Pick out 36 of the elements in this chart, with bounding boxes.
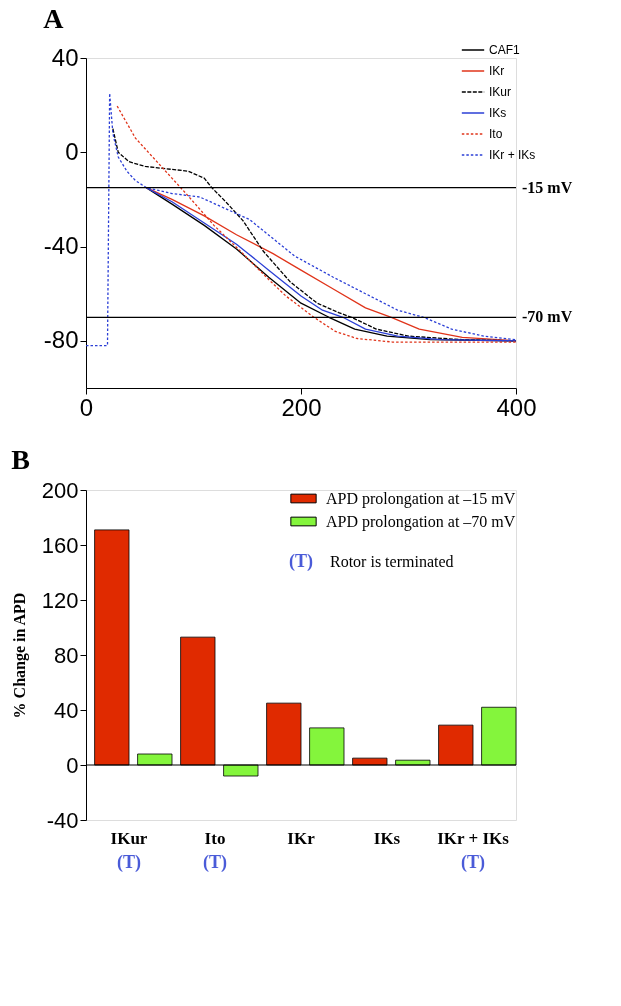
y-tick-label: 40 [54,697,79,723]
y-tick-label: 0 [65,137,79,165]
text: (T) [203,852,227,873]
y-tick-label: 80 [54,642,79,668]
legend-label: IKr [489,64,505,78]
legend-label: APD prolongation at –15 mV [326,489,516,508]
legend-label: IKs [489,106,507,120]
legend-label: APD prolongation at –70 mV [326,512,516,531]
legend-label: IKr + IKs [489,148,536,162]
chart-title: A [43,3,65,34]
y-axis-title: % Change in APD [10,592,29,719]
y-tick-label: 40 [51,43,79,71]
ref-line-label: -15 mV [522,178,573,196]
y-tick-label: 200 [41,477,79,503]
x-tick-label: IKur [110,828,148,848]
y-tick-label: 120 [41,587,79,613]
annotation: Rotor is terminated [330,553,454,570]
annotation: (T) [289,551,313,572]
ref-line-label: -70 mV [522,308,573,326]
y-tick-label: -40 [46,807,79,833]
x-tick-label: 400 [496,393,537,421]
x-tick-label: Ito [204,828,226,848]
text: (T) [117,852,141,873]
y-tick-label: 0 [66,752,79,778]
legend-label: Ito [489,127,503,141]
y-tick-label: -40 [43,232,79,260]
x-tick-label: IKs [373,828,401,848]
legend-label: IKur [489,85,512,99]
x-tick-label: 200 [281,393,322,421]
x-tick-label: IKr + IKs [437,828,510,848]
chart-title: B [11,444,30,475]
y-tick-label: -80 [43,326,79,354]
text: (T) [461,852,485,873]
x-tick-label: IKr [287,828,316,848]
legend-label: CAF1 [489,43,520,57]
y-tick-label: 160 [41,532,79,558]
